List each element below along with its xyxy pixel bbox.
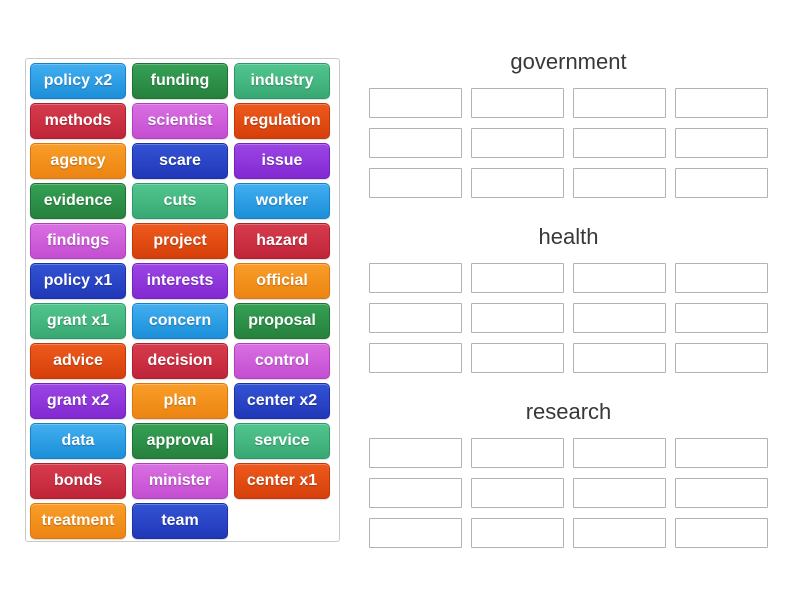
slot-grid-research <box>369 438 768 548</box>
drop-slot-government-3[interactable] <box>573 88 666 118</box>
word-tile-service[interactable]: service <box>234 423 330 459</box>
word-tile-panel: policy x2 funding industry methods scientist… <box>25 58 340 542</box>
word-tile-grant-x2[interactable]: grant x2 <box>30 383 126 419</box>
group-research: research <box>369 397 768 548</box>
slot-grid-health <box>369 263 768 373</box>
word-tile-center-x2[interactable]: center x2 <box>234 383 330 419</box>
word-tile-concern[interactable]: concern <box>132 303 228 339</box>
word-tile-project[interactable]: project <box>132 223 228 259</box>
drop-slot-government-10[interactable] <box>471 168 564 198</box>
drop-slot-research-12[interactable] <box>675 518 768 548</box>
drop-slot-research-10[interactable] <box>471 518 564 548</box>
slot-grid-government <box>369 88 768 198</box>
word-tile-cuts[interactable]: cuts <box>132 183 228 219</box>
word-tile-approval[interactable]: approval <box>132 423 228 459</box>
group-health: health <box>369 222 768 373</box>
drop-slot-health-8[interactable] <box>675 303 768 333</box>
drop-slot-government-5[interactable] <box>369 128 462 158</box>
drop-slot-research-8[interactable] <box>675 478 768 508</box>
groups-column: government health research <box>369 47 768 548</box>
drop-slot-health-11[interactable] <box>573 343 666 373</box>
group-title-health: health <box>538 224 599 249</box>
drop-slot-government-9[interactable] <box>369 168 462 198</box>
word-tile-policy-x1[interactable]: policy x1 <box>30 263 126 299</box>
word-tile-policy-x2[interactable]: policy x2 <box>30 63 126 99</box>
drop-slot-government-11[interactable] <box>573 168 666 198</box>
drop-slot-government-12[interactable] <box>675 168 768 198</box>
drop-slot-government-6[interactable] <box>471 128 564 158</box>
drop-slot-research-1[interactable] <box>369 438 462 468</box>
word-tile-worker[interactable]: worker <box>234 183 330 219</box>
drop-slot-health-4[interactable] <box>675 263 768 293</box>
word-tile-proposal[interactable]: proposal <box>234 303 330 339</box>
drop-slot-health-1[interactable] <box>369 263 462 293</box>
word-tile-bonds[interactable]: bonds <box>30 463 126 499</box>
drop-slot-health-2[interactable] <box>471 263 564 293</box>
drop-slot-government-4[interactable] <box>675 88 768 118</box>
drop-slot-health-9[interactable] <box>369 343 462 373</box>
word-tile-official[interactable]: official <box>234 263 330 299</box>
drop-slot-government-2[interactable] <box>471 88 564 118</box>
drop-slot-government-7[interactable] <box>573 128 666 158</box>
drop-slot-health-3[interactable] <box>573 263 666 293</box>
word-tile-interests[interactable]: interests <box>132 263 228 299</box>
word-tile-decision[interactable]: decision <box>132 343 228 379</box>
drop-slot-health-7[interactable] <box>573 303 666 333</box>
group-government: government <box>369 47 768 198</box>
group-title-research: research <box>525 399 612 424</box>
word-tile-agency[interactable]: agency <box>30 143 126 179</box>
drop-slot-government-8[interactable] <box>675 128 768 158</box>
drop-slot-research-6[interactable] <box>471 478 564 508</box>
word-tile-evidence[interactable]: evidence <box>30 183 126 219</box>
word-tile-hazard[interactable]: hazard <box>234 223 330 259</box>
word-tile-treatment[interactable]: treatment <box>30 503 126 539</box>
word-tile-issue[interactable]: issue <box>234 143 330 179</box>
drop-slot-research-7[interactable] <box>573 478 666 508</box>
word-tile-plan[interactable]: plan <box>132 383 228 419</box>
drop-slot-health-12[interactable] <box>675 343 768 373</box>
drop-slot-health-5[interactable] <box>369 303 462 333</box>
word-tile-funding[interactable]: funding <box>132 63 228 99</box>
drop-slot-research-4[interactable] <box>675 438 768 468</box>
drop-slot-government-1[interactable] <box>369 88 462 118</box>
word-tile-industry[interactable]: industry <box>234 63 330 99</box>
word-tile-data[interactable]: data <box>30 423 126 459</box>
word-tile-regulation[interactable]: regulation <box>234 103 330 139</box>
word-tile-findings[interactable]: findings <box>30 223 126 259</box>
drop-slot-health-10[interactable] <box>471 343 564 373</box>
word-tile-methods[interactable]: methods <box>30 103 126 139</box>
word-tile-team[interactable]: team <box>132 503 228 539</box>
word-tile-minister[interactable]: minister <box>132 463 228 499</box>
word-tile-control[interactable]: control <box>234 343 330 379</box>
drop-slot-research-9[interactable] <box>369 518 462 548</box>
word-tile-advice[interactable]: advice <box>30 343 126 379</box>
drop-slot-research-3[interactable] <box>573 438 666 468</box>
drop-slot-research-11[interactable] <box>573 518 666 548</box>
drop-slot-research-5[interactable] <box>369 478 462 508</box>
drop-slot-health-6[interactable] <box>471 303 564 333</box>
drop-slot-research-2[interactable] <box>471 438 564 468</box>
group-title-government: government <box>510 49 627 74</box>
word-tile-scare[interactable]: scare <box>132 143 228 179</box>
word-tile-scientist[interactable]: scientist <box>132 103 228 139</box>
word-tile-center-x1[interactable]: center x1 <box>234 463 330 499</box>
word-tile-grant-x1[interactable]: grant x1 <box>30 303 126 339</box>
